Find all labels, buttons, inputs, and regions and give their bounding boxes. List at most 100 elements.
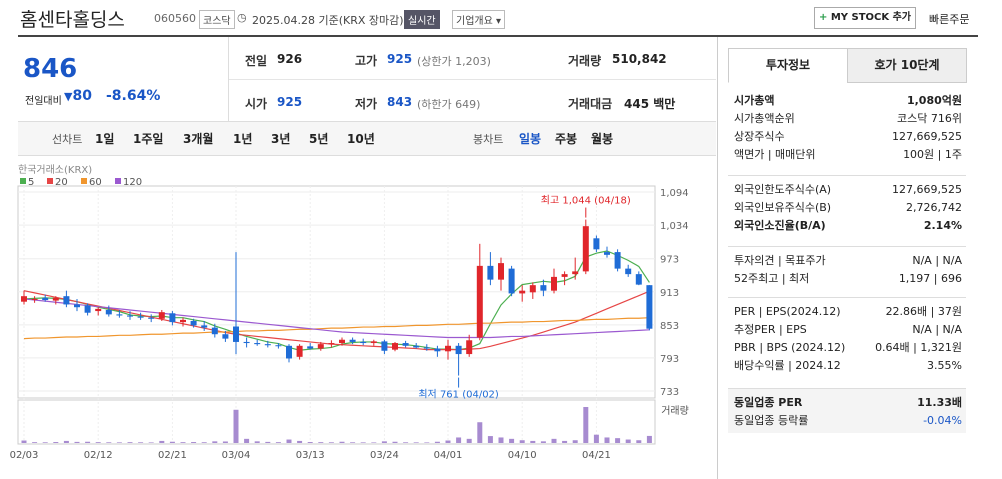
- tab-label: 봉차트: [473, 133, 504, 146]
- ma-line: [23, 290, 650, 351]
- period-tab[interactable]: 3년: [271, 132, 291, 146]
- candle-body: [137, 316, 144, 318]
- legend-label: 120: [123, 177, 142, 188]
- x-tick-label: 04/21: [582, 450, 611, 461]
- period-tab[interactable]: 5년: [309, 132, 329, 146]
- volume-bar: [275, 442, 281, 443]
- volume-bar: [32, 442, 38, 443]
- period-tab[interactable]: 월봉: [591, 132, 614, 146]
- info-value: 코스닥 716위: [897, 112, 962, 125]
- info-tab[interactable]: 호가 10단계: [847, 48, 967, 83]
- x-tick-label: 04/01: [434, 450, 463, 461]
- change: ▼80: [64, 88, 92, 104]
- candle-body: [508, 268, 515, 294]
- summary-label: 시가: [245, 97, 268, 111]
- candle-body: [222, 334, 229, 339]
- tab-label: 선차트: [52, 133, 83, 146]
- period-tab[interactable]: 주봉: [555, 132, 578, 146]
- info-value: N/A | N/A: [912, 254, 962, 267]
- candle-body: [445, 345, 451, 352]
- ma-line: [23, 317, 650, 340]
- info-label: 동일업종 PER: [734, 396, 803, 409]
- info-label: PER | EPS(2024.12): [734, 305, 841, 318]
- y-tick-label: 853: [660, 321, 679, 332]
- info-label: 상장주식수: [734, 130, 785, 143]
- summary-label: 전일: [245, 54, 268, 68]
- candle-body: [476, 265, 483, 338]
- date: 2025.04.28 기준(KRX 장마감): [252, 14, 404, 27]
- volume-bar: [509, 438, 515, 443]
- volume-bar: [636, 440, 642, 443]
- info-tab[interactable]: 투자정보: [728, 48, 848, 83]
- legend-swatch: [115, 178, 121, 184]
- info-shade: [728, 389, 966, 433]
- volume-bar: [127, 442, 133, 443]
- volume-bar: [318, 442, 324, 443]
- period-tab[interactable]: 3개월: [183, 132, 214, 146]
- volume-label: 거래량: [661, 405, 689, 417]
- info-label: 배당수익률 | 2024.12: [734, 359, 841, 372]
- candle-body: [275, 345, 282, 347]
- y-tick-label: 793: [660, 354, 679, 365]
- volume-bar: [615, 438, 621, 443]
- volume-bar: [254, 441, 260, 443]
- candle-body: [466, 340, 473, 355]
- volume-bar: [477, 422, 483, 443]
- volume-bar: [530, 440, 536, 443]
- volume-bar: [360, 442, 366, 443]
- volume-bar: [233, 409, 239, 443]
- company-button[interactable]: 기업개요 ▾: [452, 10, 506, 29]
- realtime-badge[interactable]: 실시간: [404, 10, 440, 29]
- info-value: N/A | N/A: [912, 323, 962, 336]
- mystock-button[interactable]: + MY STOCK 추가: [814, 7, 916, 29]
- info-label: PBR | BPS (2024.12): [734, 341, 846, 354]
- volume-bar: [350, 442, 356, 443]
- quick-order[interactable]: 빠른주문: [929, 13, 970, 26]
- info-row: 시가총액순위 코스닥 716위: [734, 110, 962, 128]
- candle-body: [423, 347, 430, 349]
- info-value: 2,726,742: [906, 201, 962, 214]
- volume-bar: [413, 442, 419, 443]
- volume-bar: [646, 435, 652, 443]
- legend-label: 20: [55, 177, 68, 188]
- x-tick-label: 02/21: [158, 450, 187, 461]
- volume-bar: [307, 442, 313, 443]
- period-tab[interactable]: 10년: [347, 132, 375, 146]
- volume-bar: [328, 442, 334, 443]
- info-rule: [728, 175, 966, 176]
- change-label: 전일대비: [25, 96, 62, 107]
- period-tab[interactable]: 1주일: [133, 132, 164, 146]
- volume-bar: [381, 441, 387, 443]
- legend-swatch: [20, 178, 26, 184]
- volume-bar: [148, 442, 154, 443]
- mystock-label: MY STOCK 추가: [830, 12, 912, 23]
- info-row: 외국인소진율(B/A) 2.14%: [734, 217, 962, 235]
- info-value: 3.55%: [927, 359, 962, 372]
- volume-bar: [392, 441, 398, 443]
- volume-bar: [286, 439, 292, 443]
- change-value: 80: [72, 88, 92, 104]
- candle-body: [370, 341, 377, 344]
- candle-body: [286, 345, 292, 359]
- divider: [717, 37, 718, 479]
- volume-bar: [562, 440, 568, 443]
- volume-bar: [572, 440, 578, 443]
- volume-bar: [498, 437, 504, 443]
- x-tick-label: 04/10: [508, 450, 537, 461]
- candle-body: [307, 346, 314, 349]
- period-tab[interactable]: 1년: [233, 132, 253, 146]
- candle-body: [487, 265, 494, 280]
- candle-body: [31, 298, 38, 300]
- period-tab[interactable]: 1일: [95, 132, 115, 146]
- info-rule: [728, 297, 966, 298]
- info-value: 11.33배: [917, 396, 962, 409]
- y-tick-label: 1,034: [660, 221, 689, 232]
- candle-body: [21, 296, 27, 302]
- info-value: 127,669,525: [892, 130, 962, 143]
- info-row: 외국인보유주식수(B) 2,726,742: [734, 199, 962, 217]
- candle-body: [105, 309, 112, 315]
- volume-bar: [63, 440, 69, 443]
- candle-body: [455, 345, 462, 355]
- volume-bar: [583, 407, 589, 443]
- period-tab[interactable]: 일봉: [519, 132, 542, 146]
